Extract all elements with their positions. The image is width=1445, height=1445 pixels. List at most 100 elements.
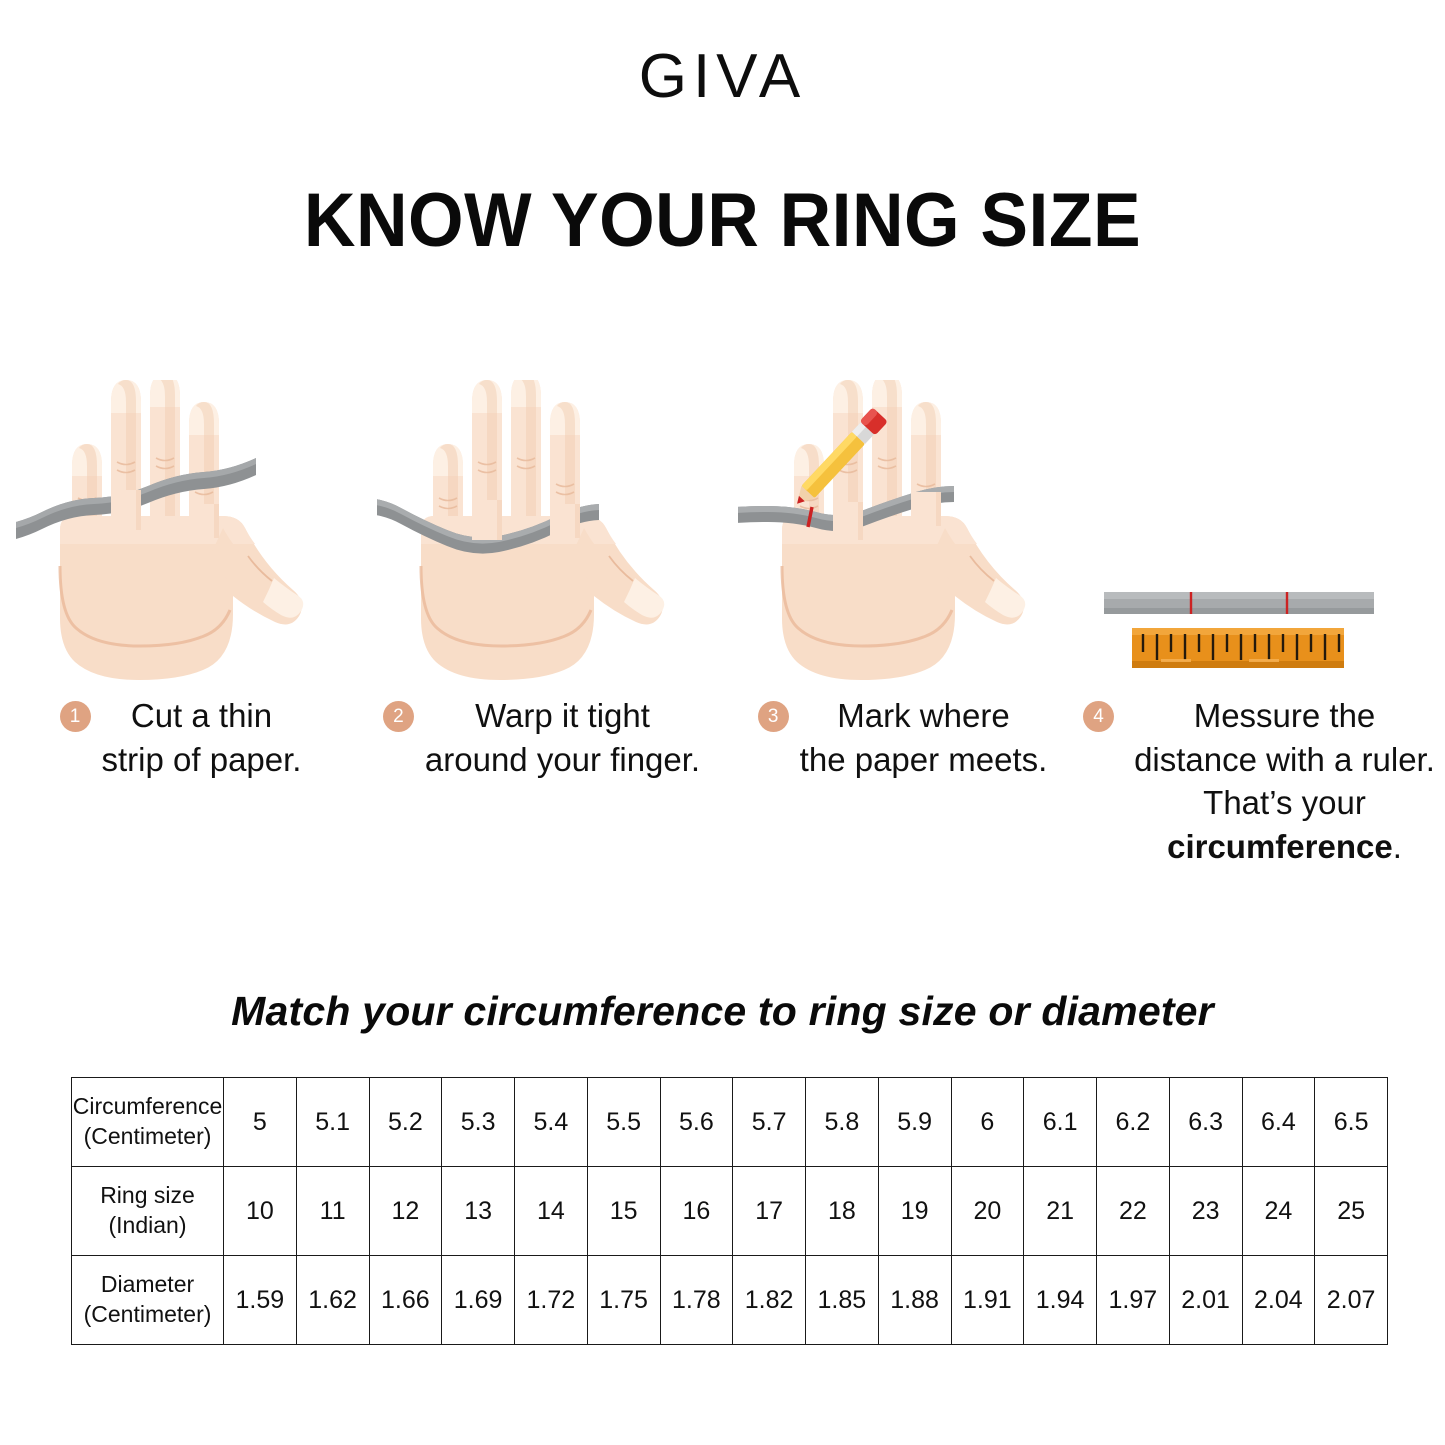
step-4-line-3-suffix: . xyxy=(1392,827,1402,865)
cell-circumference-0: 5 xyxy=(223,1077,297,1167)
cell-circumference-1: 5.1 xyxy=(295,1077,370,1167)
paper-strip xyxy=(376,499,599,554)
row-label-diameter-line2: (Centimeter) xyxy=(83,1301,212,1327)
row-label-circumference-line1: Circumference xyxy=(72,1093,223,1120)
cell-ring-size-8: 18 xyxy=(805,1166,879,1256)
step-1-text: Cut a thin strip of paper. xyxy=(102,694,302,781)
cell-circumference-7: 5.7 xyxy=(732,1077,806,1167)
row-label-ring-size: Ring size (Indian) xyxy=(71,1166,224,1256)
cell-circumference-2: 5.2 xyxy=(368,1077,443,1167)
row-label-circumference: Circumference (Centimeter) xyxy=(71,1077,224,1167)
cell-ring-size-12: 22 xyxy=(1096,1166,1170,1256)
cell-diameter-15: 2.07 xyxy=(1314,1255,1388,1345)
step-3-badge: 3 xyxy=(757,701,789,732)
cell-ring-size-1: 11 xyxy=(295,1166,370,1256)
cell-ring-size-0: 10 xyxy=(223,1166,297,1256)
step-4-line-3-prefix: That’s your xyxy=(1203,784,1366,822)
step-4-badge: 4 xyxy=(1083,701,1114,732)
step-1-line-2: strip of paper. xyxy=(101,740,302,778)
step-2: 2 Warp it tight around your finger. xyxy=(361,380,722,781)
hand-wrapping-strip-icon xyxy=(376,380,664,680)
steps-row: 1 Cut a thin strip of paper. xyxy=(0,380,1445,868)
row-label-circumference-line2: (Centimeter) xyxy=(83,1123,212,1149)
cell-diameter-7: 1.82 xyxy=(732,1255,806,1345)
cell-ring-size-10: 20 xyxy=(950,1166,1025,1256)
step-2-text: Warp it tight around your finger. xyxy=(425,694,700,781)
cell-circumference-15: 6.5 xyxy=(1314,1077,1388,1167)
step-3-illustration xyxy=(722,380,1083,680)
measured-strip xyxy=(1103,592,1374,614)
cell-diameter-12: 1.97 xyxy=(1096,1255,1170,1345)
cell-diameter-8: 1.85 xyxy=(805,1255,879,1345)
cell-diameter-6: 1.78 xyxy=(659,1255,734,1345)
table-row-ring-size: Ring size (Indian) 10 11 12 13 14 15 16 … xyxy=(71,1166,1388,1256)
step-2-caption: 2 Warp it tight around your finger. xyxy=(361,694,722,781)
step-4: 4 Messure the distance with a ruler. Tha… xyxy=(1083,380,1444,868)
cell-circumference-4: 5.4 xyxy=(514,1077,588,1167)
cell-circumference-13: 6.3 xyxy=(1168,1077,1243,1167)
mark-line xyxy=(805,506,814,528)
step-3: 3 Mark where the paper meets. xyxy=(722,380,1083,781)
ring-size-table-wrapper: Circumference (Centimeter) 5 5.1 5.2 5.3… xyxy=(71,1077,1388,1345)
brand-logo: GIVA xyxy=(638,42,807,111)
cell-circumference-12: 6.2 xyxy=(1096,1077,1170,1167)
cell-diameter-3: 1.69 xyxy=(441,1255,515,1345)
strip-with-ruler-icon xyxy=(1103,592,1374,668)
step-2-line-1: Warp it tight xyxy=(475,697,650,734)
hand-with-pencil-mark-icon xyxy=(737,380,1025,680)
cell-circumference-10: 6 xyxy=(950,1077,1025,1167)
cell-ring-size-9: 19 xyxy=(877,1166,952,1256)
table-subtitle: Match your circumference to ring size or… xyxy=(231,988,1214,1034)
cell-circumference-14: 6.4 xyxy=(1241,1077,1316,1167)
step-3-line-1: Mark where xyxy=(837,697,1010,734)
paper-strip xyxy=(737,486,954,540)
step-3-line-2: the paper meets. xyxy=(799,740,1048,778)
step-3-caption: 3 Mark where the paper meets. xyxy=(722,694,1083,781)
cell-circumference-3: 5.3 xyxy=(441,1077,515,1167)
step-2-line-2: around your finger. xyxy=(424,740,701,778)
step-4-caption: 4 Messure the distance with a ruler. Tha… xyxy=(1083,694,1444,868)
step-2-badge: 2 xyxy=(382,701,414,732)
step-1-caption: 1 Cut a thin strip of paper. xyxy=(0,694,361,781)
ruler xyxy=(1131,628,1344,668)
pencil-icon xyxy=(796,408,887,504)
page-title: KNOW YOUR RING SIZE xyxy=(303,178,1142,263)
table-row-diameter: Diameter (Centimeter) 1.59 1.62 1.66 1.6… xyxy=(71,1255,1388,1345)
paper-strip xyxy=(15,458,256,539)
step-1-badge: 1 xyxy=(59,701,91,732)
step-4-keyword: circumference xyxy=(1167,827,1393,865)
cell-diameter-9: 1.88 xyxy=(877,1255,952,1345)
cell-ring-size-4: 14 xyxy=(514,1166,588,1256)
row-label-ring-size-line2: (Indian) xyxy=(108,1212,187,1238)
step-4-text: Messure the distance with a ruler. That’… xyxy=(1125,694,1444,868)
cell-ring-size-11: 21 xyxy=(1023,1166,1097,1256)
cell-diameter-5: 1.75 xyxy=(586,1255,661,1345)
cell-ring-size-13: 23 xyxy=(1168,1166,1243,1256)
step-1-line-1: Cut a thin xyxy=(130,697,273,734)
ring-size-table-body: Circumference (Centimeter) 5 5.1 5.2 5.3… xyxy=(71,1077,1388,1345)
cell-diameter-0: 1.59 xyxy=(223,1255,297,1345)
cell-ring-size-5: 15 xyxy=(586,1166,661,1256)
cell-circumference-5: 5.5 xyxy=(586,1077,661,1167)
step-4-illustration xyxy=(1083,380,1444,680)
step-3-text: Mark where the paper meets. xyxy=(800,694,1048,781)
row-label-diameter: Diameter (Centimeter) xyxy=(71,1255,224,1345)
cell-ring-size-6: 16 xyxy=(659,1166,734,1256)
cell-ring-size-2: 12 xyxy=(368,1166,443,1256)
cell-diameter-10: 1.91 xyxy=(950,1255,1025,1345)
cell-diameter-2: 1.66 xyxy=(368,1255,443,1345)
row-label-diameter-line1: Diameter xyxy=(100,1271,195,1298)
cell-circumference-6: 5.6 xyxy=(659,1077,734,1167)
cell-ring-size-3: 13 xyxy=(441,1166,515,1256)
step-1-illustration xyxy=(0,380,361,680)
cell-diameter-14: 2.04 xyxy=(1241,1255,1316,1345)
step-1: 1 Cut a thin strip of paper. xyxy=(0,380,361,781)
cell-circumference-9: 5.9 xyxy=(877,1077,952,1167)
row-label-ring-size-line1: Ring size xyxy=(100,1182,195,1209)
cell-circumference-11: 6.1 xyxy=(1023,1077,1097,1167)
step-2-illustration xyxy=(361,380,722,680)
cell-ring-size-7: 17 xyxy=(732,1166,806,1256)
hand-with-paper-strip-icon xyxy=(15,380,303,680)
cell-ring-size-15: 25 xyxy=(1314,1166,1388,1256)
cell-diameter-13: 2.01 xyxy=(1168,1255,1243,1345)
